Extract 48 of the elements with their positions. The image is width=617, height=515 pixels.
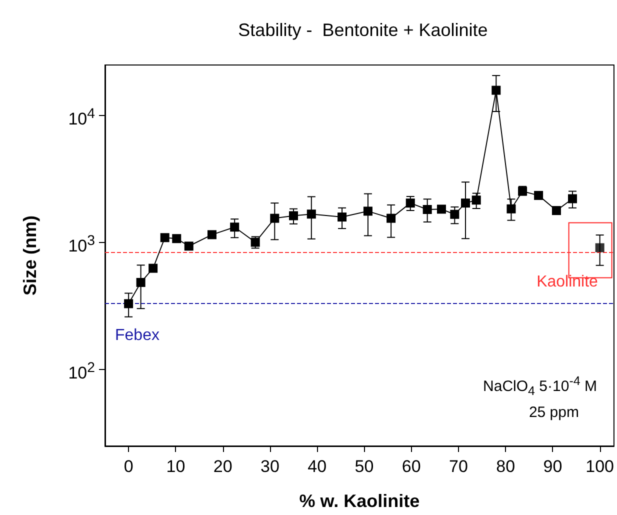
annotation: NaClO$_{4}$ 5·10$^{-4}$ M: [483, 374, 597, 398]
point: [172, 234, 182, 244]
x-tick-label: 60: [402, 457, 421, 476]
point: [184, 242, 194, 251]
x-tick-label: 90: [543, 457, 562, 476]
y-axis-title: Size (nm): [20, 215, 40, 296]
point: [506, 204, 516, 214]
point: [386, 214, 396, 223]
x-tick-label: 70: [448, 457, 468, 476]
point: [136, 278, 146, 287]
point: [230, 222, 240, 232]
point: [338, 212, 347, 222]
point: [207, 230, 216, 240]
point: [270, 214, 280, 223]
point: [306, 210, 316, 219]
y-tick-label: 10$^{4}$: [68, 106, 95, 129]
point: [406, 198, 415, 208]
ref-line-label: Kaolinite: [536, 274, 598, 291]
point: [568, 194, 577, 204]
x-tick-label: 10: [166, 457, 186, 476]
point: [472, 196, 481, 205]
point: [552, 206, 561, 216]
x-tick-label: 80: [496, 457, 516, 476]
x-tick-label: 20: [213, 457, 232, 476]
point: [250, 238, 260, 247]
point: [422, 205, 432, 214]
x-tick-label: 40: [308, 457, 327, 476]
x-tick-label: 50: [354, 457, 374, 476]
point: [595, 243, 604, 252]
point: [124, 299, 134, 308]
ref-line-label: Febex: [115, 327, 160, 344]
point: [148, 264, 158, 273]
x-tick-label: 0: [124, 457, 134, 476]
y-tick-label: 10$^{3}$: [68, 233, 95, 256]
point: [160, 233, 170, 242]
point: [289, 211, 298, 220]
point: [492, 86, 501, 95]
point: [450, 210, 460, 219]
x-tick-label: 100: [586, 457, 614, 476]
chart-title: Stability - Bentonite + Kaolinite: [238, 20, 488, 40]
point: [363, 206, 372, 216]
x-axis-title: % w. Kaolinite: [299, 491, 420, 511]
point: [436, 204, 446, 214]
point: [461, 198, 470, 208]
point: [534, 190, 544, 200]
y-tick-label: 10$^{2}$: [68, 360, 95, 383]
annotation: 25 ppm: [528, 404, 579, 421]
x-tick-label: 30: [260, 457, 280, 476]
